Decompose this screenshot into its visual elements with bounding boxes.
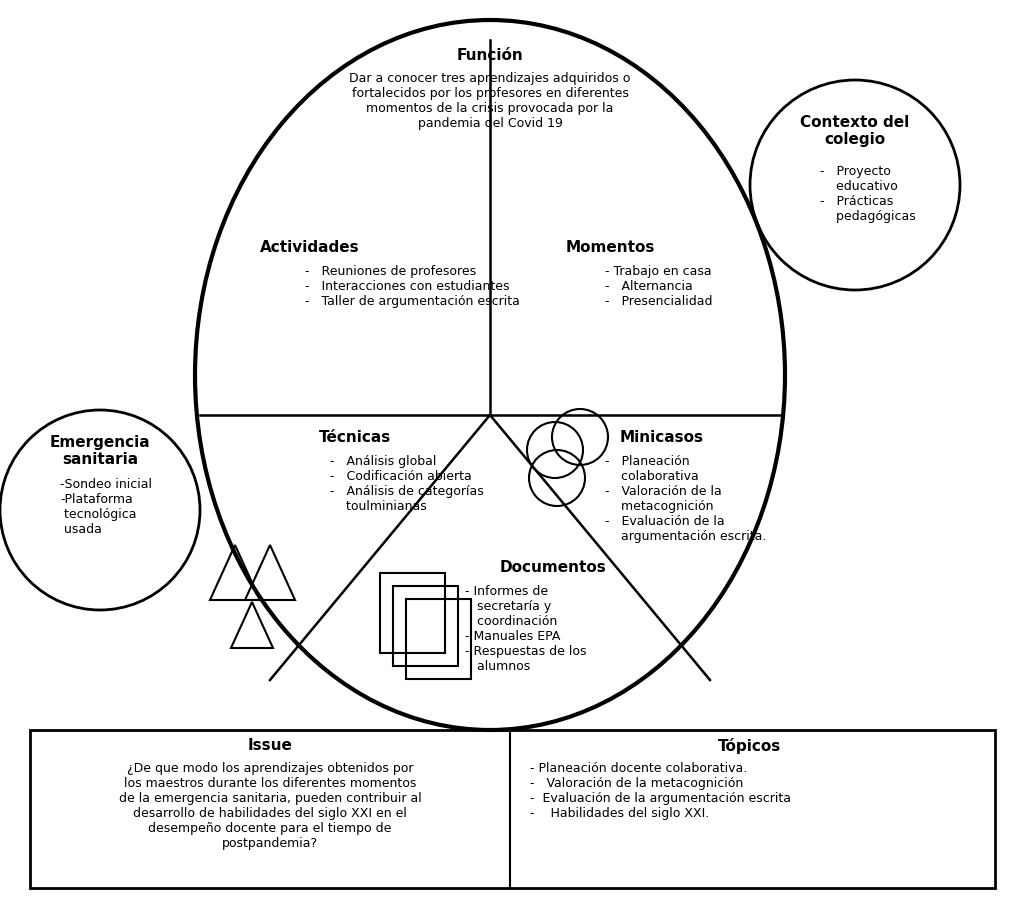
Text: Momentos: Momentos — [565, 240, 655, 255]
Text: - Planeación docente colaborativa.
-   Valoración de la metacognición
-  Evaluac: - Planeación docente colaborativa. - Val… — [530, 762, 791, 820]
Text: Actividades: Actividades — [260, 240, 359, 255]
Text: -   Reuniones de profesores
-   Interacciones con estudiantes
-   Taller de argu: - Reuniones de profesores - Interaccione… — [305, 265, 520, 308]
Text: - Trabajo en casa
-   Alternancia
-   Presencialidad: - Trabajo en casa - Alternancia - Presen… — [605, 265, 713, 308]
Text: Función: Función — [457, 48, 524, 63]
Bar — [393, 586, 458, 666]
Text: ¿De que modo los aprendizajes obtenidos por
los maestros durante los diferentes : ¿De que modo los aprendizajes obtenidos … — [119, 762, 421, 850]
Text: Documentos: Documentos — [500, 560, 606, 575]
Text: Tópicos: Tópicos — [718, 738, 782, 754]
Text: -Sondeo inicial
-Plataforma
 tecnológica
 usada: -Sondeo inicial -Plataforma tecnológica … — [60, 478, 152, 536]
Text: Emergencia
sanitaria: Emergencia sanitaria — [50, 435, 151, 467]
Text: -   Proyecto
    educativo
-   Prácticas
    pedagógicas: - Proyecto educativo - Prácticas pedagóg… — [820, 165, 915, 223]
Text: -   Análisis global
-   Codificación abierta
-   Análisis de categorías
    toul: - Análisis global - Codificación abierta… — [330, 455, 483, 513]
Text: Minicasos: Minicasos — [620, 430, 705, 445]
Text: Issue: Issue — [248, 738, 292, 753]
Bar — [406, 599, 471, 679]
Bar — [30, 730, 995, 888]
Text: Contexto del
colegio: Contexto del colegio — [801, 115, 910, 147]
Text: Dar a conocer tres aprendizajes adquiridos o
fortalecidos por los profesores en : Dar a conocer tres aprendizajes adquirid… — [349, 72, 631, 130]
Text: -   Planeación
    colaborativa
-   Valoración de la
    metacognición
-   Evalu: - Planeación colaborativa - Valoración d… — [605, 455, 766, 543]
Bar — [380, 573, 445, 653]
Text: Técnicas: Técnicas — [319, 430, 392, 445]
Text: - Informes de
   secretaría y
   coordinación
- Manuales EPA
- Respuestas de los: - Informes de secretaría y coordinación … — [465, 585, 587, 673]
